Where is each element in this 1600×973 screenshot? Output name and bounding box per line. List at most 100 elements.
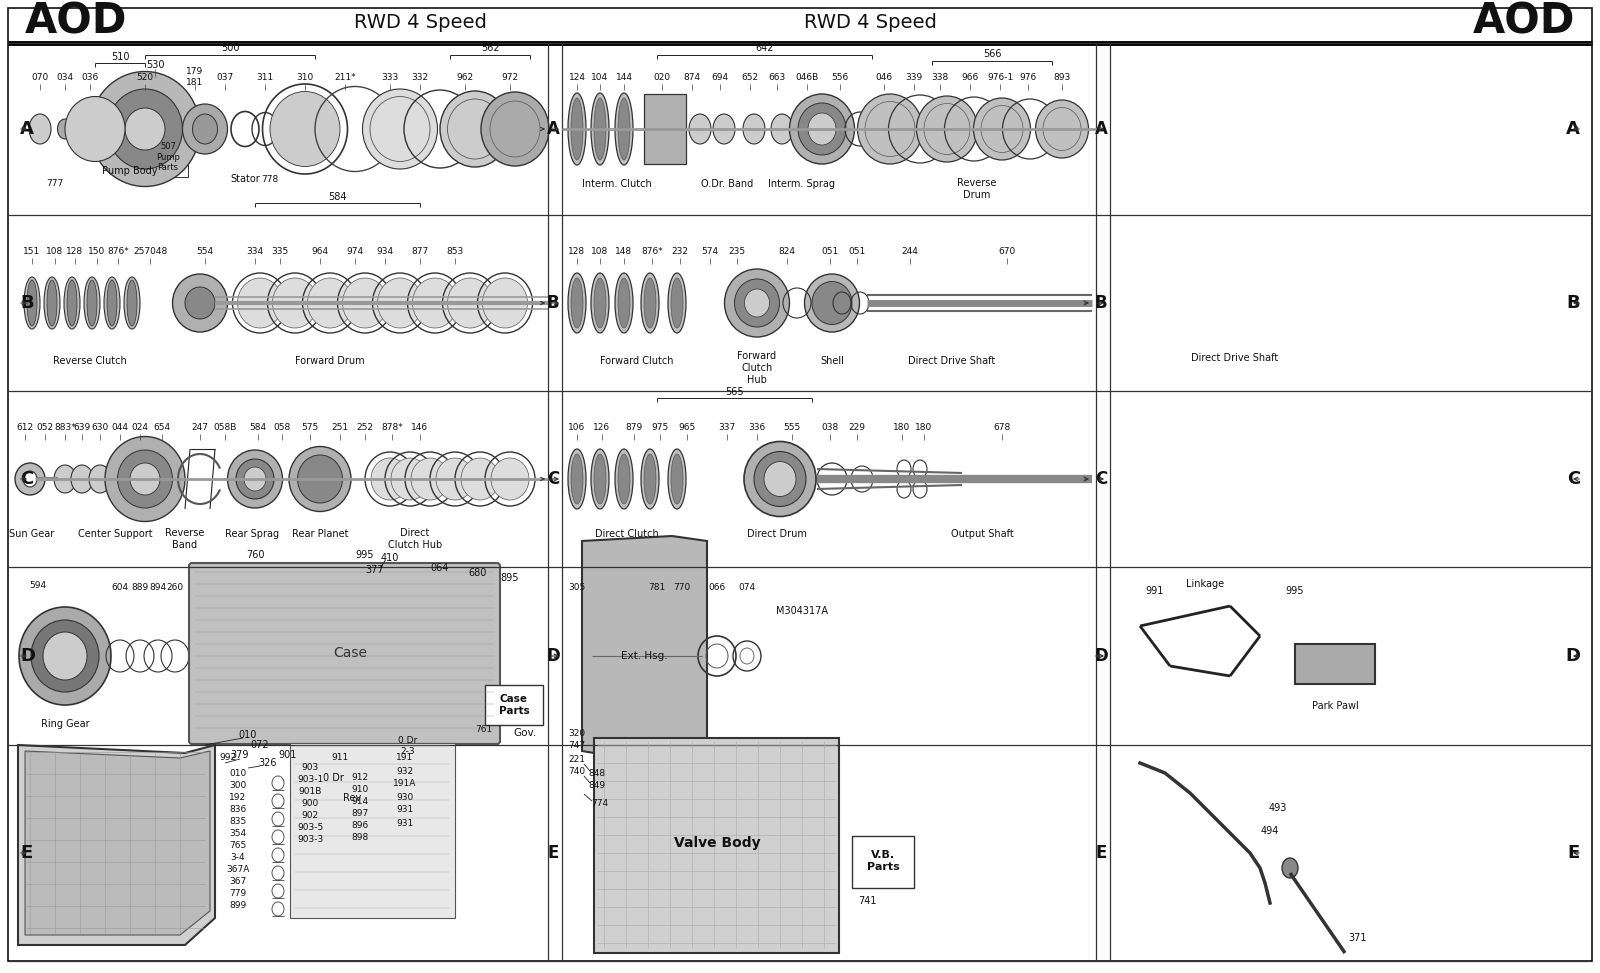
Ellipse shape	[808, 113, 835, 145]
Ellipse shape	[917, 96, 978, 162]
Ellipse shape	[30, 620, 99, 692]
Text: C: C	[547, 470, 558, 488]
Ellipse shape	[590, 93, 610, 165]
FancyBboxPatch shape	[189, 563, 499, 744]
Ellipse shape	[237, 278, 283, 328]
Text: M304317A: M304317A	[776, 606, 829, 616]
Ellipse shape	[19, 607, 110, 705]
Text: 500: 500	[221, 43, 240, 53]
Ellipse shape	[670, 278, 683, 328]
Text: 126: 126	[594, 422, 611, 431]
Text: 876*: 876*	[107, 246, 130, 256]
Text: 995: 995	[355, 550, 374, 560]
Text: 876*: 876*	[642, 246, 662, 256]
Ellipse shape	[491, 458, 530, 500]
Ellipse shape	[440, 91, 510, 167]
Text: D: D	[546, 647, 560, 665]
Ellipse shape	[378, 278, 422, 328]
Text: 221: 221	[568, 754, 586, 764]
Ellipse shape	[435, 458, 474, 500]
Text: 652: 652	[741, 73, 758, 82]
Text: 642: 642	[755, 43, 774, 53]
Ellipse shape	[798, 103, 846, 155]
Text: 877: 877	[411, 246, 429, 256]
Ellipse shape	[1035, 100, 1088, 158]
Text: 562: 562	[480, 43, 499, 53]
Text: 694: 694	[712, 73, 728, 82]
Ellipse shape	[192, 114, 218, 144]
Text: 912: 912	[352, 773, 368, 781]
Text: 530: 530	[146, 60, 165, 70]
Text: 044: 044	[112, 422, 128, 431]
Text: Park Pawl: Park Pawl	[1312, 701, 1358, 711]
Text: 244: 244	[901, 246, 918, 256]
Text: Output Shaft: Output Shaft	[950, 529, 1013, 539]
Bar	[485, 685, 542, 725]
Text: Reverse
Drum: Reverse Drum	[957, 178, 997, 199]
Text: 889: 889	[131, 584, 149, 593]
Text: 778: 778	[261, 174, 278, 184]
Text: 911: 911	[331, 753, 349, 763]
Text: 229: 229	[848, 422, 866, 431]
Text: 555: 555	[784, 422, 800, 431]
Text: A: A	[1566, 120, 1581, 138]
Text: 377: 377	[366, 565, 384, 575]
Text: 584: 584	[250, 422, 267, 431]
Text: 046: 046	[875, 73, 893, 82]
Text: 144: 144	[616, 73, 632, 82]
Text: 379: 379	[230, 750, 250, 760]
Text: AOD: AOD	[1472, 0, 1574, 42]
Ellipse shape	[58, 119, 72, 139]
Text: 761: 761	[475, 726, 493, 735]
Text: 247: 247	[192, 422, 208, 431]
Ellipse shape	[742, 114, 765, 144]
Text: 180: 180	[915, 422, 933, 431]
Text: O.Dr. Band: O.Dr. Band	[701, 179, 754, 189]
Text: 510: 510	[110, 52, 130, 62]
Ellipse shape	[568, 273, 586, 333]
Text: Ring Gear: Ring Gear	[40, 719, 90, 729]
Ellipse shape	[14, 463, 45, 495]
Text: 903-3: 903-3	[298, 836, 323, 845]
Text: 612: 612	[16, 422, 34, 431]
Text: 930: 930	[397, 792, 414, 802]
Ellipse shape	[106, 437, 186, 522]
Text: Forward Clutch: Forward Clutch	[600, 356, 674, 366]
Text: 910: 910	[352, 784, 368, 794]
Text: A: A	[19, 120, 34, 138]
Text: Linkage: Linkage	[1186, 579, 1224, 589]
Text: 898: 898	[352, 833, 368, 842]
Text: 894: 894	[149, 584, 166, 593]
Text: 931: 931	[397, 818, 414, 827]
Text: Reverse Clutch: Reverse Clutch	[53, 356, 126, 366]
Ellipse shape	[744, 289, 770, 317]
Text: AOD: AOD	[26, 0, 128, 42]
Ellipse shape	[461, 458, 499, 500]
Text: Direct Drive Shaft: Direct Drive Shaft	[909, 356, 995, 366]
Ellipse shape	[390, 458, 429, 500]
Text: 064: 064	[430, 563, 450, 573]
Ellipse shape	[642, 273, 659, 333]
Text: 106: 106	[568, 422, 586, 431]
Text: 654: 654	[154, 422, 171, 431]
Text: 3-4: 3-4	[230, 852, 245, 861]
Text: 192: 192	[229, 792, 246, 802]
Ellipse shape	[107, 280, 117, 326]
Ellipse shape	[298, 455, 342, 503]
Text: 333: 333	[381, 73, 398, 82]
Text: 052: 052	[37, 422, 53, 431]
Ellipse shape	[642, 449, 659, 509]
Text: Direct Drive Shaft: Direct Drive Shaft	[1192, 353, 1278, 363]
Text: 036: 036	[82, 73, 99, 82]
Ellipse shape	[571, 98, 582, 160]
Text: Reverse
Band: Reverse Band	[165, 528, 205, 550]
Text: 741: 741	[858, 896, 877, 906]
Ellipse shape	[725, 269, 789, 337]
Text: 779: 779	[229, 888, 246, 897]
Ellipse shape	[714, 114, 734, 144]
Text: Direct Clutch: Direct Clutch	[595, 529, 659, 539]
Ellipse shape	[227, 450, 283, 508]
Ellipse shape	[270, 91, 339, 166]
Text: 494: 494	[1261, 826, 1278, 836]
Text: 594: 594	[29, 582, 46, 591]
